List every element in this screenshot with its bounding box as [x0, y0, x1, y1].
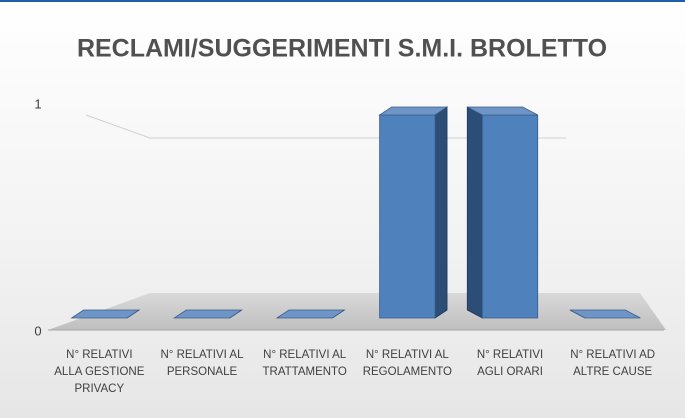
y-tick-label: 1	[34, 96, 41, 111]
x-tick-label: N° RELATIVI ALLA GESTIONE PRIVACY	[54, 349, 144, 395]
bar-top	[172, 309, 244, 319]
bar	[378, 106, 449, 319]
bar-top	[70, 309, 141, 319]
x-tick-label: N° RELATIVI AGLI ORARI	[477, 349, 543, 378]
bar-top	[378, 106, 449, 116]
bar	[466, 106, 539, 319]
x-tick-label: N° RELATIVI AL TRATTAMENTO	[262, 349, 346, 378]
bar-side	[434, 106, 448, 319]
bar	[172, 309, 244, 319]
bar	[569, 309, 641, 319]
bar-side	[466, 106, 483, 319]
bar	[275, 309, 346, 319]
x-tick-label: N° RELATIVI AL PERSONALE	[161, 349, 245, 378]
x-tick-label: N° RELATIVI AL REGOLAMENTO	[363, 349, 452, 378]
top-edge	[0, 0, 685, 2]
x-tick-label: N° RELATIVI AD ALTRE CAUSE	[570, 349, 655, 378]
bar-front	[481, 114, 539, 319]
bar	[70, 309, 141, 319]
bar-front	[379, 114, 436, 319]
chart-title: RECLAMI/SUGGERIMENTI S.M.I. BROLETTO	[77, 35, 607, 63]
bar-top	[275, 309, 346, 319]
bar-top	[467, 106, 538, 116]
bar-top	[569, 309, 641, 319]
y-tick-label: 0	[34, 323, 41, 338]
